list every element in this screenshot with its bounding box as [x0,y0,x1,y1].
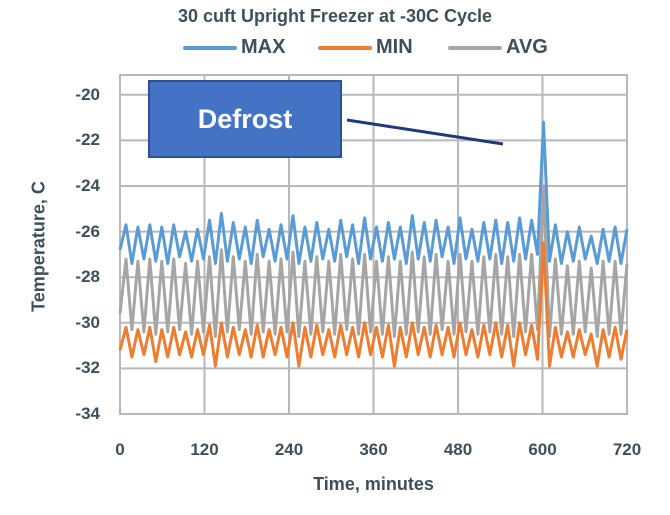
x-tick-label: 720 [612,440,642,459]
legend-swatch-avg [448,45,502,50]
data-lines [118,120,629,368]
legend-swatch-min [318,45,372,50]
y-axis-label: Temperature, C [28,181,49,312]
x-axis-label: Time, minutes [313,474,434,494]
legend-item-avg: AVG [448,36,548,59]
y-tick-label: -32 [75,358,100,378]
legend-item-max: MAX [183,36,285,59]
y-tick-label: -34 [75,404,100,423]
legend: MAX MIN AVG [0,36,670,62]
x-tick-label: 480 [443,440,473,459]
x-tick-label: 360 [359,440,388,459]
legend-swatch-max [183,45,237,50]
chart-title: 30 cuft Upright Freezer at -30C Cycle [177,6,493,26]
x-tick-label: 120 [190,440,219,459]
x-tick-label: 600 [528,440,557,459]
callout-leader-line [346,118,504,146]
legend-item-min: MIN [318,36,413,59]
legend-label-max: MAX [241,36,286,58]
x-tick-label: 240 [274,440,304,459]
series-avg [118,184,629,338]
legend-label-avg: AVG [506,36,548,58]
y-tick-label: -26 [75,221,100,241]
y-tick-label: -22 [75,130,100,150]
y-tick-label: -20 [75,84,100,104]
defrost-callout: Defrost [148,80,342,158]
y-tick-label: -28 [75,267,100,287]
x-tick-label: 0 [115,440,125,459]
series-max [118,120,629,265]
series-min [118,241,629,368]
y-tick-label: -30 [75,312,100,332]
defrost-callout-label: Defrost [197,103,293,134]
y-tick-label: -24 [75,176,100,195]
legend-label-min: MIN [376,36,413,58]
